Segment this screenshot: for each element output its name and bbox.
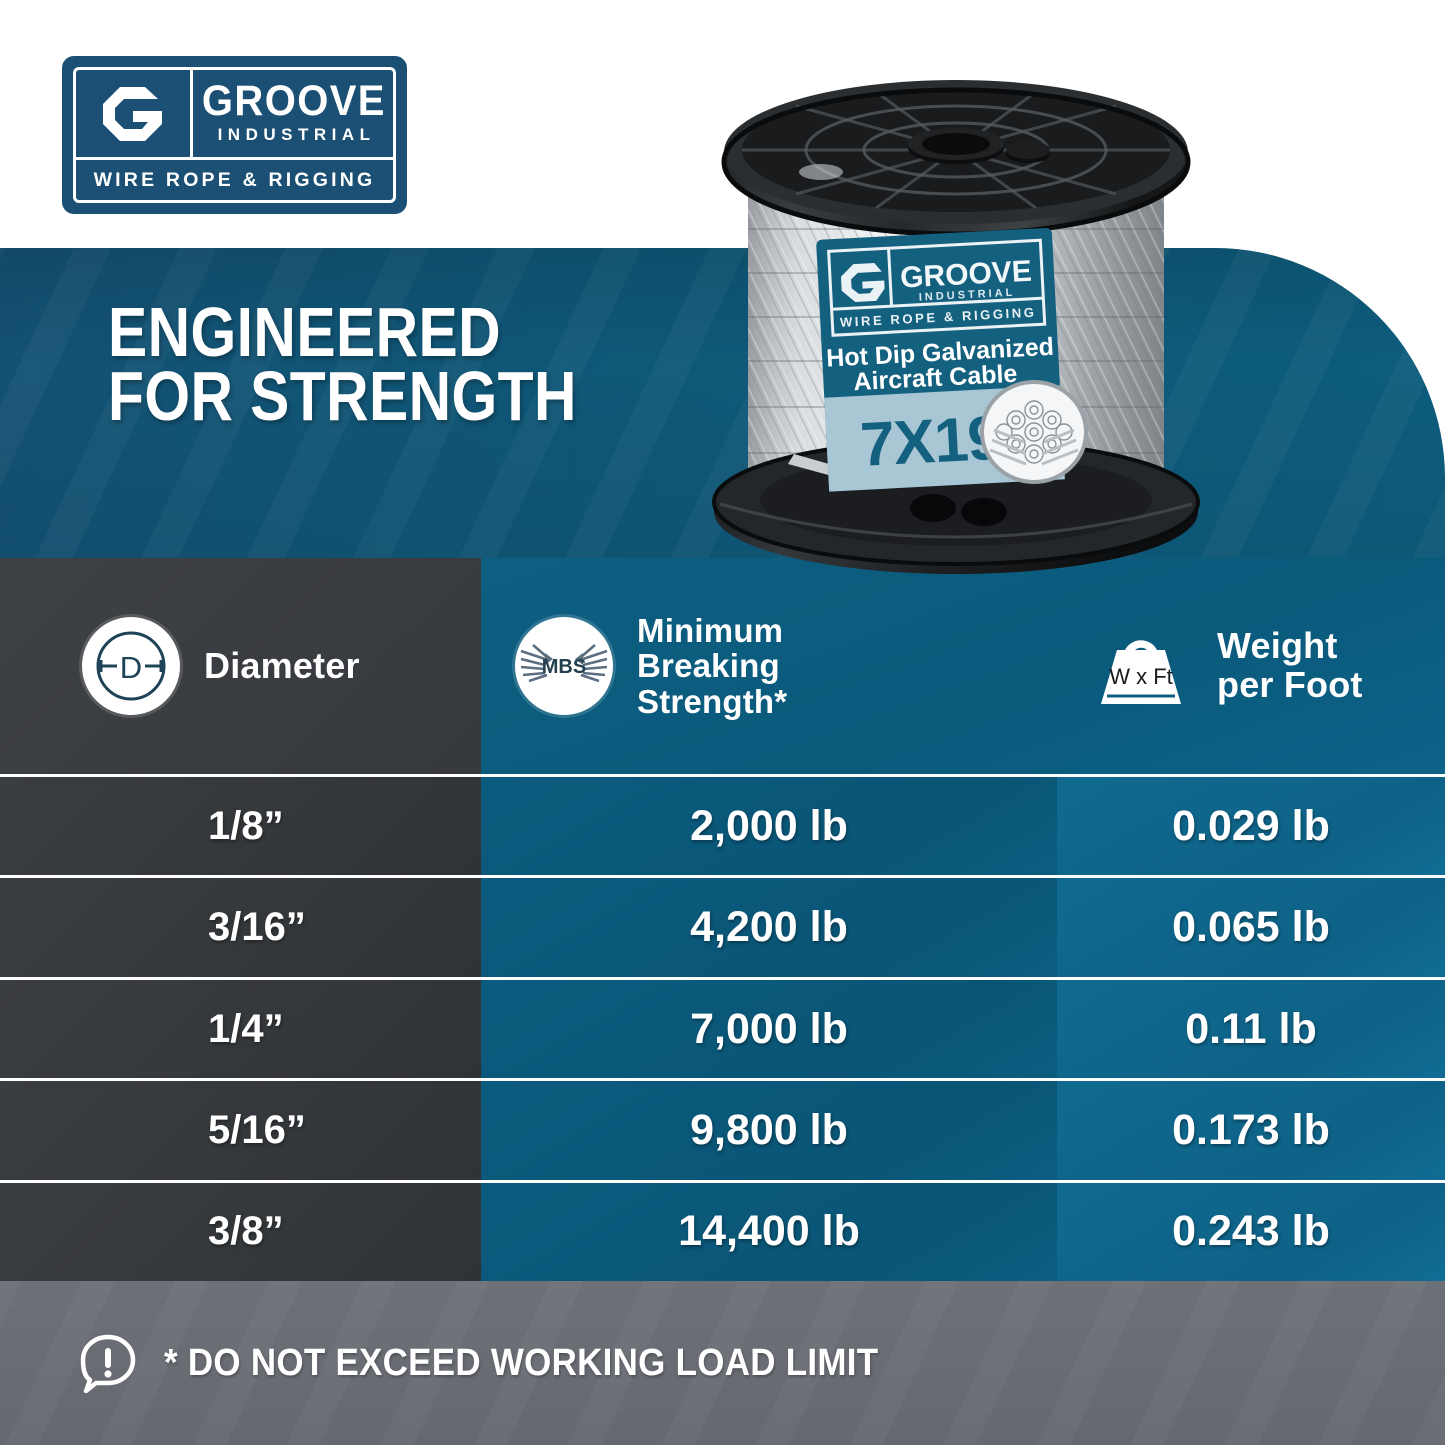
mbs-label-line-2: Breaking bbox=[637, 647, 780, 685]
svg-text:INDUSTRIAL: INDUSTRIAL bbox=[919, 287, 1016, 304]
logo-wordmark: GROOVE INDUSTRIAL bbox=[193, 70, 393, 157]
table-row: 3/16” 4,200 lb 0.065 lb bbox=[0, 875, 1445, 977]
page-title: ENGINEERED FOR STRENGTH bbox=[108, 293, 577, 436]
cell-mbs: 7,000 lb bbox=[481, 979, 1057, 1079]
logo-brand-sub: INDUSTRIAL bbox=[217, 125, 376, 145]
table-header-weight-label: Weight per Foot bbox=[1217, 627, 1363, 704]
svg-text:GROOVE: GROOVE bbox=[899, 255, 1032, 295]
logo-top-row: GROOVE INDUSTRIAL bbox=[76, 70, 393, 161]
cell-diameter: 5/16” bbox=[0, 1081, 481, 1180]
header-blue-background bbox=[481, 558, 1445, 774]
cell-weight: 0.173 lb bbox=[1057, 1081, 1445, 1180]
cell-mbs: 14,400 lb bbox=[481, 1182, 1057, 1282]
mbs-broken-cable-icon: MBS bbox=[515, 616, 613, 715]
table-header-mbs-label: Minimum Breaking Strength* bbox=[637, 613, 787, 719]
table-row: 1/8” 2,000 lb 0.029 lb bbox=[0, 774, 1445, 876]
cell-weight: 0.243 lb bbox=[1057, 1182, 1445, 1282]
table-header-row: D Diameter bbox=[0, 558, 1445, 774]
cell-weight: 0.11 lb bbox=[1057, 979, 1445, 1079]
svg-text:W x Ft: W x Ft bbox=[1109, 664, 1173, 689]
table-row: 1/4” 7,000 lb 0.11 lb bbox=[0, 976, 1445, 1079]
cell-diameter: 1/4” bbox=[0, 979, 481, 1079]
footer-note-text: * DO NOT EXCEED WORKING LOAD LIMIT bbox=[164, 1341, 879, 1384]
logo-brand-name: GROOVE bbox=[202, 77, 387, 126]
spec-table: D Diameter bbox=[0, 558, 1445, 1282]
diameter-icon: D bbox=[82, 617, 180, 715]
groove-g-mark-icon bbox=[76, 70, 194, 158]
svg-text:D: D bbox=[120, 650, 142, 685]
logo-inner-frame: GROOVE INDUSTRIAL WIRE ROPE & RIGGING bbox=[73, 67, 396, 203]
hero-banner bbox=[0, 248, 1445, 568]
cell-diameter: 1/8” bbox=[0, 777, 481, 876]
table-header-weight: W x Ft Weight per Foot bbox=[1057, 558, 1445, 774]
table-header-mbs: MBS Minimum Breaking Strength* bbox=[481, 558, 1057, 774]
cell-mbs: 4,200 lb bbox=[481, 878, 1057, 977]
brand-logo: GROOVE INDUSTRIAL WIRE ROPE & RIGGING bbox=[62, 56, 407, 214]
svg-text:7X19: 7X19 bbox=[859, 404, 1003, 480]
mbs-label-line-1: Minimum bbox=[637, 612, 784, 650]
weight-label-line-2: per Foot bbox=[1217, 664, 1363, 705]
cell-weight: 0.029 lb bbox=[1057, 777, 1445, 876]
logo-tagline-row: WIRE ROPE & RIGGING bbox=[76, 160, 393, 200]
cell-mbs: 2,000 lb bbox=[481, 777, 1057, 876]
mbs-label-line-3: Strength* bbox=[637, 682, 788, 720]
weight-icon: W x Ft bbox=[1087, 616, 1195, 716]
cell-diameter: 3/16” bbox=[0, 878, 481, 977]
cell-weight: 0.065 lb bbox=[1057, 878, 1445, 977]
table-header-diameter-label: Diameter bbox=[204, 644, 360, 686]
wire-rope-spool-photo: GROOVE INDUSTRIAL WIRE ROPE & RIGGING Ho… bbox=[676, 14, 1236, 580]
weight-label-line-1: Weight bbox=[1217, 625, 1338, 667]
headline-line-2: FOR STRENGTH bbox=[108, 357, 577, 436]
table-row: 5/16” 9,800 lb 0.173 lb bbox=[0, 1078, 1445, 1180]
headline-line-1: ENGINEERED bbox=[108, 293, 502, 371]
cell-diameter: 3/8” bbox=[0, 1182, 481, 1282]
table-header-diameter: D Diameter bbox=[0, 558, 481, 774]
cell-mbs: 9,800 lb bbox=[481, 1081, 1057, 1180]
logo-tagline: WIRE ROPE & RIGGING bbox=[93, 168, 376, 191]
warning-exclamation-icon bbox=[78, 1333, 138, 1393]
logo-frame: GROOVE INDUSTRIAL WIRE ROPE & RIGGING bbox=[62, 56, 407, 214]
footer-note-bar: * DO NOT EXCEED WORKING LOAD LIMIT bbox=[0, 1281, 1445, 1445]
svg-text:MBS: MBS bbox=[542, 656, 586, 678]
table-row: 3/8” 14,400 lb 0.243 lb bbox=[0, 1179, 1445, 1282]
